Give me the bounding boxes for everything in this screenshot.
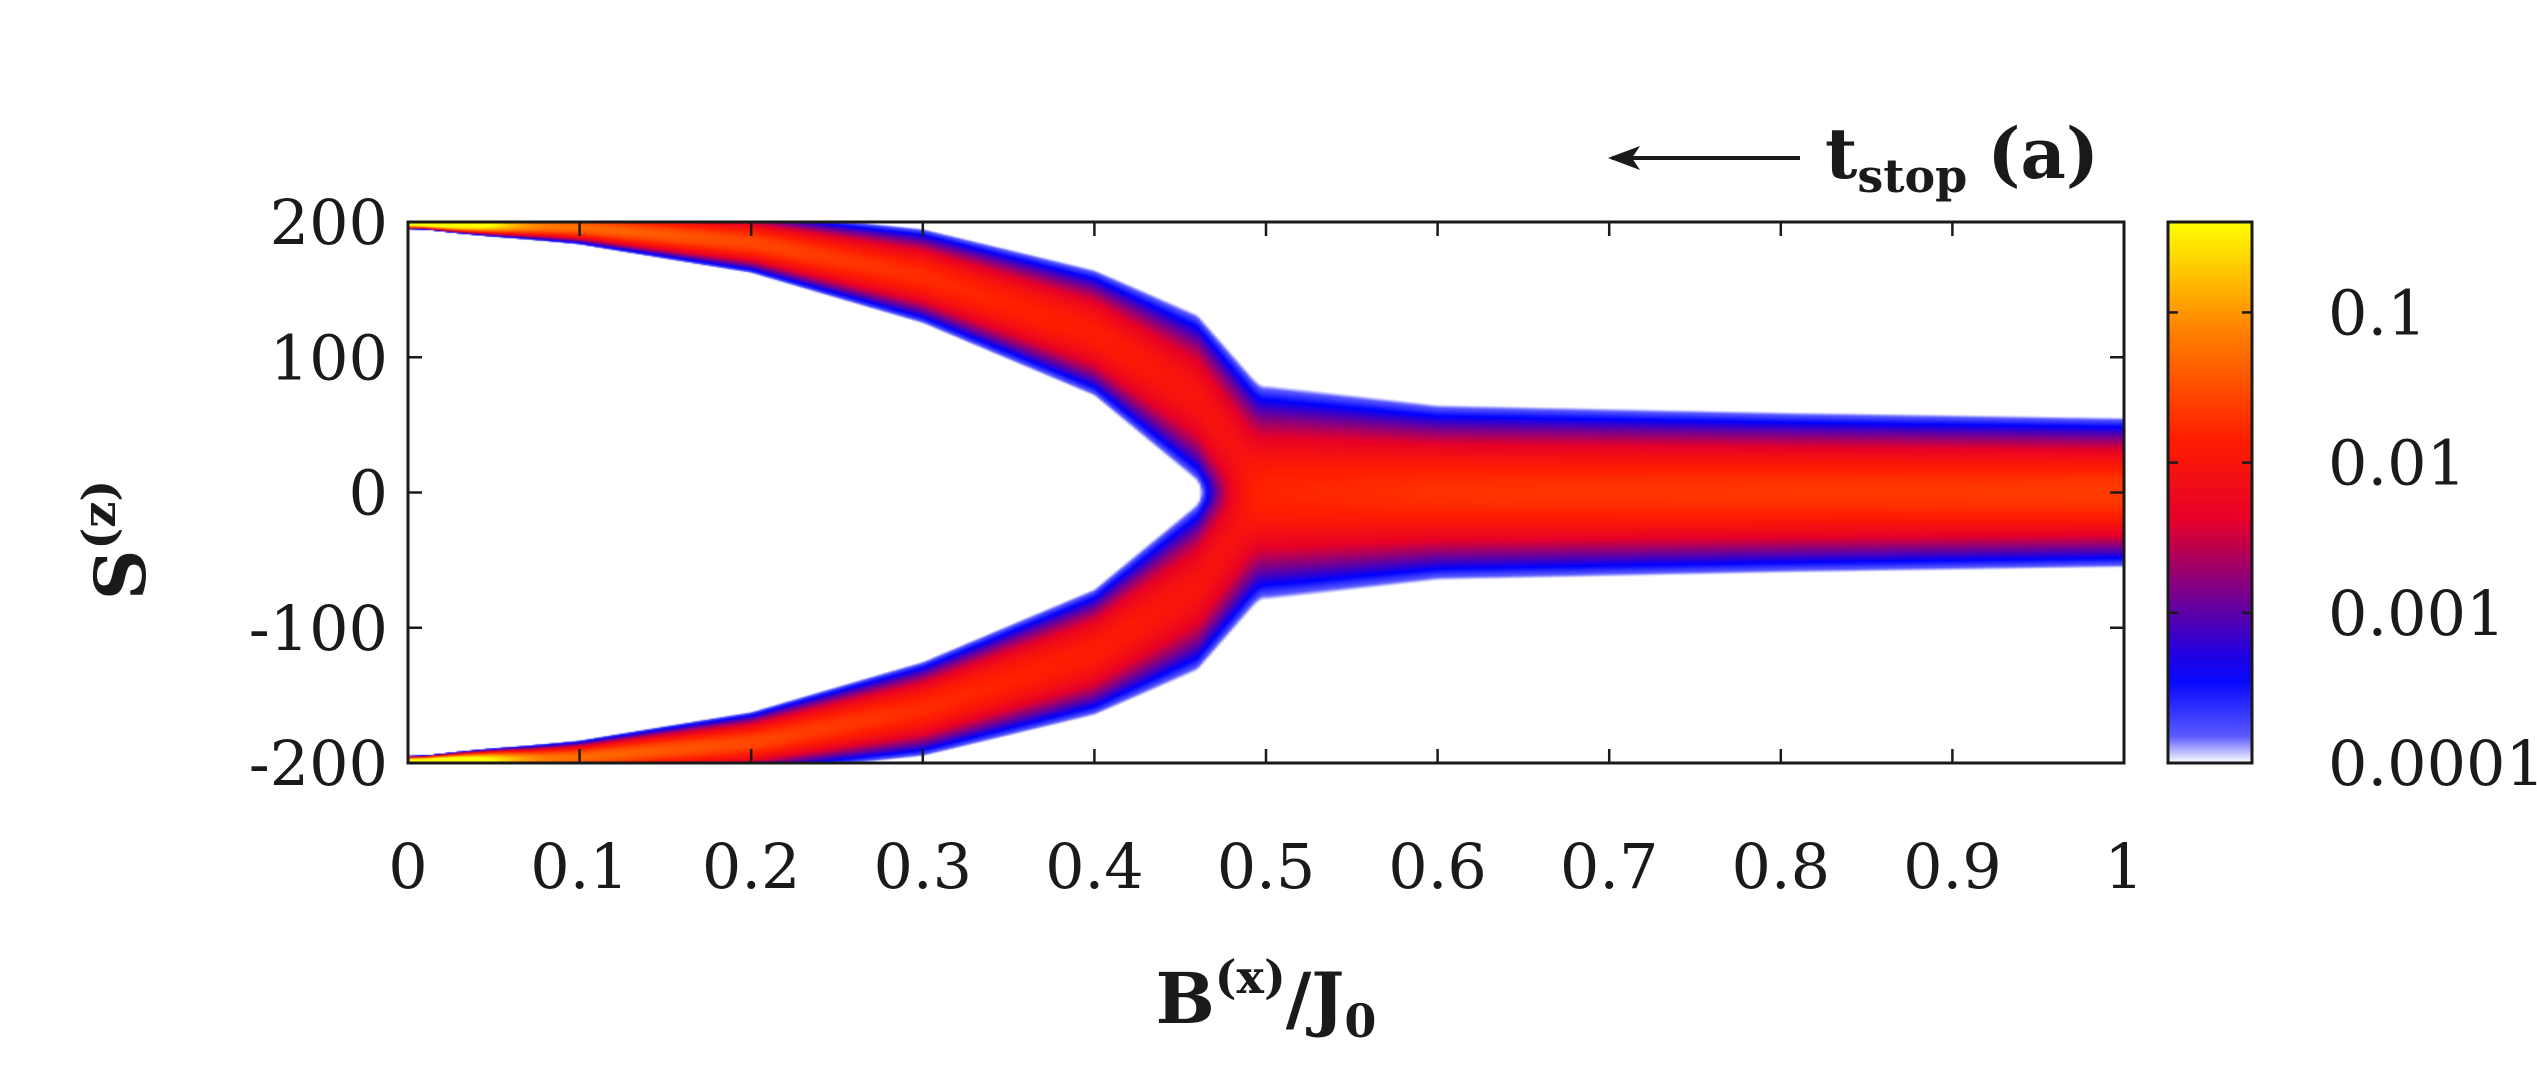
y-tick-label: -100 <box>249 592 388 665</box>
x-axis-title: B(x)/J0 <box>1156 950 1377 1048</box>
x-tick-label: 0.2 <box>702 830 801 903</box>
x-tick-label: 0.4 <box>1045 830 1144 903</box>
colorbar-ticks: 0.1 0.01 0.001 0.0001 <box>2168 276 2537 800</box>
colorbar-tick-label: 0.0001 <box>2328 727 2537 800</box>
annotation-arrowhead <box>1608 146 1640 170</box>
y-tick-label: 0 <box>349 457 388 530</box>
x-tick-label: 0.5 <box>1217 830 1316 903</box>
x-tick-label: 0.8 <box>1731 830 1830 903</box>
colorbar-tick-label: 0.001 <box>2328 577 2506 650</box>
colorbar-tick-label: 0.01 <box>2328 427 2466 500</box>
annotation-label: tstop (a) <box>1825 112 2099 203</box>
x-tick-label: 0.9 <box>1903 830 2002 903</box>
x-tick-label: 0 <box>388 830 427 903</box>
y-ticks: 200 100 0 -100 -200 <box>249 186 2124 800</box>
heatmap-image <box>408 222 2124 763</box>
colorbar <box>2166 220 2254 765</box>
y-tick-label: -200 <box>249 727 388 800</box>
y-tick-label: 100 <box>270 321 388 394</box>
x-tick-label: 0.3 <box>873 830 972 903</box>
y-tick-label: 200 <box>270 186 388 259</box>
y-axis-title: S(z) <box>72 480 162 600</box>
x-ticks: 0 0.1 0.2 0.3 0.4 0.5 0.6 0.7 0.8 0.9 1 <box>388 222 2144 903</box>
x-tick-label: 0.6 <box>1388 830 1487 903</box>
x-tick-label: 0.7 <box>1560 830 1659 903</box>
x-tick-label: 1 <box>2104 830 2143 903</box>
x-tick-label: 0.1 <box>530 830 629 903</box>
colorbar-tick-label: 0.1 <box>2328 276 2427 349</box>
